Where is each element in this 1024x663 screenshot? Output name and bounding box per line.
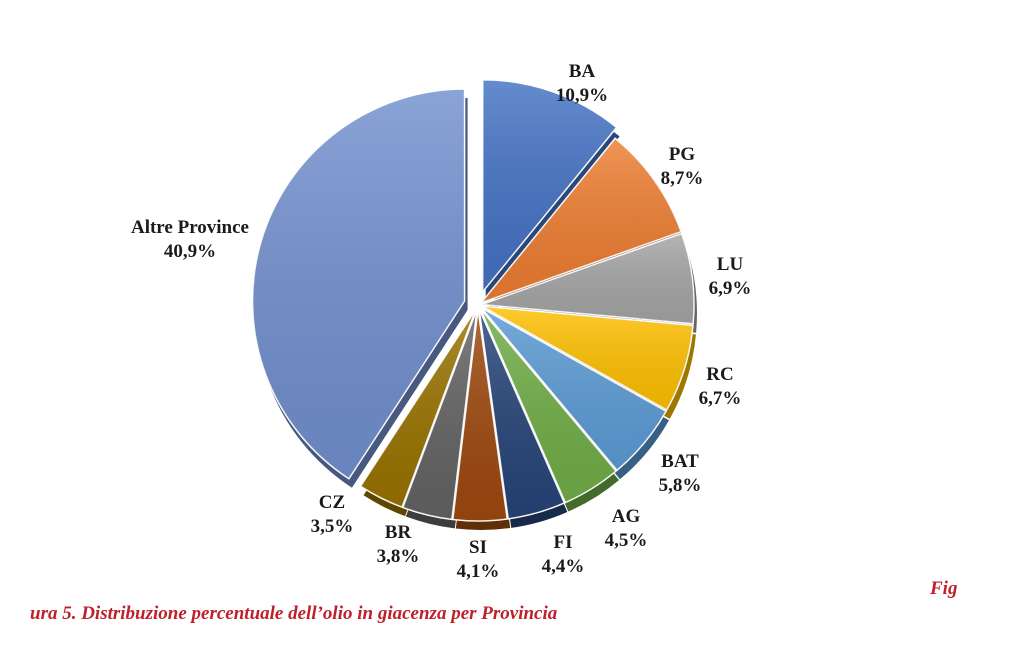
value-label-cz: 3,5% [311, 516, 354, 537]
label-pg: PG [669, 144, 696, 165]
label-lu: LU [717, 254, 744, 275]
slice-gloss-lu [481, 233, 694, 324]
label-cz: CZ [319, 492, 345, 513]
label-si: SI [469, 537, 487, 558]
value-label-br: 3,8% [377, 546, 420, 567]
slice-labels: BA 10,9% PG 8,7% LU 6,9% RC 6,7% BAT 5,8% AG 4,5% FI… [131, 61, 751, 582]
slice-gloss-br [402, 308, 478, 520]
slice-gloss-cz [360, 308, 477, 508]
label-br: BR [385, 522, 412, 543]
pie-slices [251, 79, 697, 530]
value-label-lu: 6,9% [709, 278, 752, 299]
value-label-ag: 4,5% [605, 530, 648, 551]
slice-gloss-pg [481, 138, 682, 303]
slice-gloss-bat [481, 307, 666, 471]
slice-gloss-fi [479, 308, 565, 519]
label-altre-province: Altre Province [131, 217, 249, 238]
value-label-pg: 8,7% [661, 168, 704, 189]
value-label-bat: 5,8% [659, 475, 702, 496]
slice-gloss-ag [480, 308, 617, 503]
slice-gloss-ba [482, 79, 617, 292]
value-label-rc: 6,7% [699, 388, 742, 409]
figure-caption-start: Fig [930, 578, 958, 599]
value-label-si: 4,1% [457, 561, 500, 582]
value-label-ba: 10,9% [556, 85, 608, 106]
label-bat: BAT [661, 451, 699, 472]
slice-gloss-si [452, 308, 508, 521]
value-label-altre-province: 40,9% [164, 241, 216, 262]
label-ba: BA [569, 61, 596, 82]
slice-gloss-rc [481, 306, 693, 410]
slice-gloss-altre-province [252, 89, 465, 479]
label-ag: AG [612, 506, 641, 527]
value-label-fi: 4,4% [542, 556, 585, 577]
label-fi: FI [554, 532, 573, 553]
label-rc: RC [706, 364, 733, 385]
figure-caption-rest: ura 5. Distribuzione percentuale dell’ol… [30, 603, 558, 624]
